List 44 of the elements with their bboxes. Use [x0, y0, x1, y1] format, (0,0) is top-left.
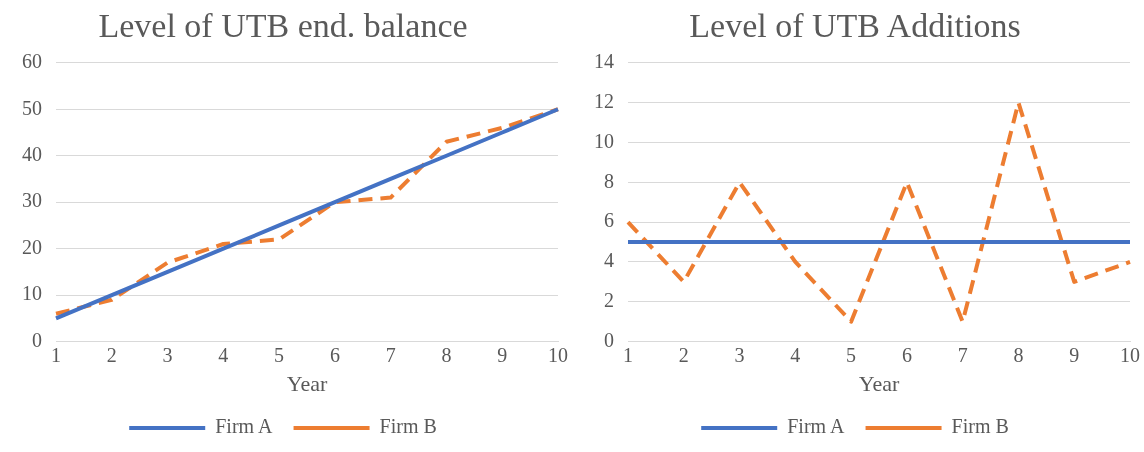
x-tick-label: 2 — [106, 343, 117, 366]
legend-label: Firm B — [951, 415, 1009, 438]
x-tick-label: 2 — [678, 343, 689, 366]
y-tick-label: 0 — [32, 328, 42, 351]
x-tick-label: 10 — [1120, 343, 1140, 366]
y-tick-label: 14 — [594, 50, 614, 73]
y-tick-label: 60 — [22, 50, 42, 73]
x-tick-label: 9 — [497, 343, 508, 366]
x-tick-label: 10 — [548, 343, 568, 366]
y-tick-label: 8 — [604, 169, 614, 192]
x-axis-title: Year — [286, 370, 328, 396]
y-tick-label: 20 — [22, 235, 42, 258]
y-tick-label: 12 — [594, 89, 614, 112]
x-axis-title: Year — [858, 370, 900, 396]
x-tick-label: 1 — [51, 343, 61, 366]
y-tick-label: 30 — [22, 189, 42, 212]
legend-label: Firm A — [215, 415, 273, 438]
x-tick-label: 5 — [846, 343, 857, 366]
x-tick-label: 4 — [790, 343, 801, 366]
x-tick-label: 8 — [1013, 343, 1024, 366]
x-tick-label: 8 — [441, 343, 452, 366]
legend-label: Firm A — [787, 415, 845, 438]
x-tick-label: 4 — [218, 343, 229, 366]
x-tick-label: 7 — [385, 343, 396, 366]
y-tick-label: 4 — [604, 249, 614, 272]
x-tick-label: 7 — [957, 343, 968, 366]
chart-title: Level of UTB Additions — [689, 7, 1021, 45]
x-tick-label: 3 — [162, 343, 173, 366]
line-series — [626, 100, 1132, 324]
y-tick-label: 40 — [22, 142, 42, 165]
x-tick-label: 5 — [274, 343, 285, 366]
y-tick-label: 2 — [604, 289, 614, 312]
x-tick-label: 6 — [901, 343, 912, 366]
y-tick-label: 6 — [604, 209, 614, 232]
y-tick-label: 50 — [22, 96, 42, 119]
x-tick-label: 6 — [329, 343, 340, 366]
y-tick-label: 0 — [604, 328, 614, 351]
x-tick-label: 9 — [1069, 343, 1080, 366]
chart-title: Level of UTB end. balance — [98, 7, 468, 45]
x-tick-label: 1 — [623, 343, 633, 366]
y-tick-label: 10 — [22, 282, 42, 305]
x-tick-label: 3 — [734, 343, 745, 366]
y-tick-label: 10 — [594, 129, 614, 152]
legend-label: Firm B — [379, 415, 437, 438]
